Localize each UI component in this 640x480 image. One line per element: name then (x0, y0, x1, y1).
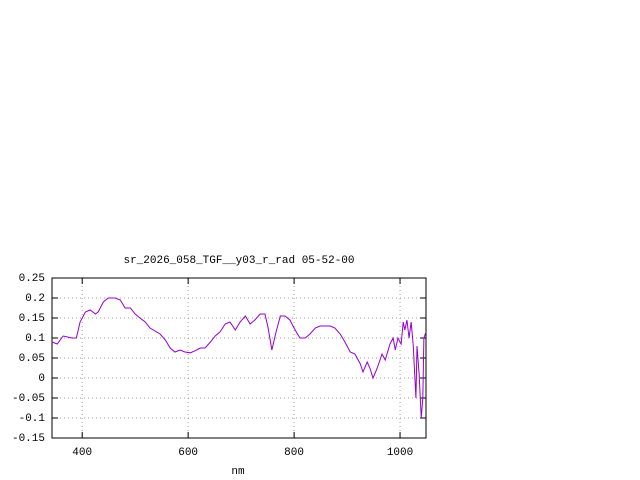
data-line (51, 297, 427, 419)
y-tick-label: 0.15 (19, 313, 45, 325)
y-tick-label: -0.1 (19, 413, 46, 425)
y-tick-label: 0.05 (19, 353, 45, 365)
y-tick-label: 0.1 (25, 333, 45, 345)
x-tick-label: 400 (72, 447, 92, 459)
y-tick-label: -0.05 (12, 393, 45, 405)
x-tick-label: 600 (178, 447, 198, 459)
y-tick-label: -0.15 (12, 433, 45, 445)
y-tick-label: 0.25 (19, 273, 45, 285)
y-tick-label: 0.2 (25, 293, 45, 305)
chart-title: sr_2026_058_TGF__y03_r_rad 05-52-00 (123, 255, 354, 267)
plot-border (51, 277, 427, 439)
y-tick-label: 0 (38, 373, 45, 385)
x-axis-label: nm (231, 466, 245, 478)
x-tick-label: 1000 (387, 447, 413, 459)
x-tick-label: 800 (284, 447, 304, 459)
